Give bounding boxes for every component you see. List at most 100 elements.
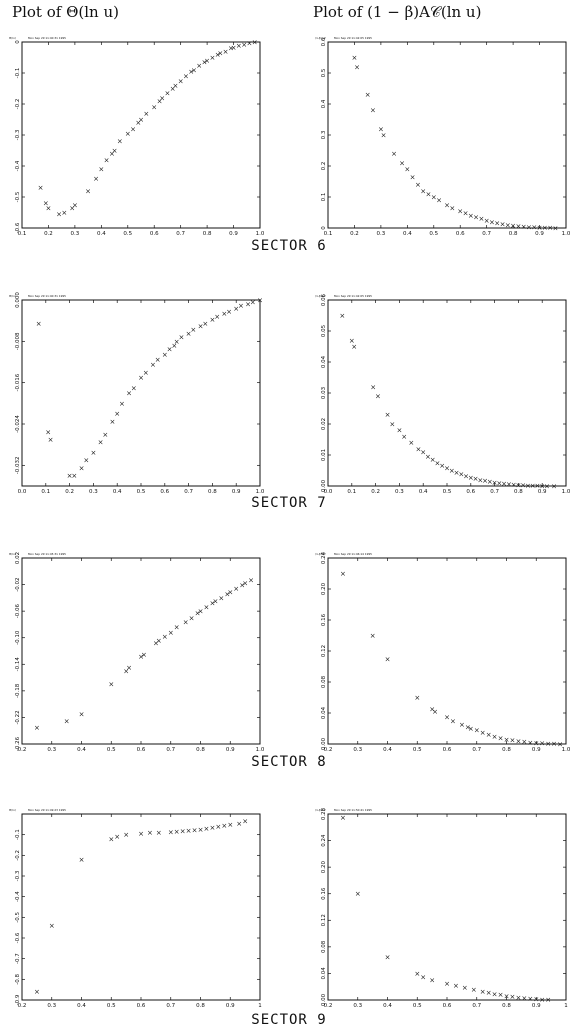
data-point: × [34, 724, 40, 732]
data-point: × [227, 821, 233, 829]
data-point: × [520, 482, 526, 490]
data-point: × [340, 814, 346, 822]
data-point: × [415, 181, 421, 189]
data-point: × [71, 472, 77, 480]
data-point: × [248, 576, 254, 584]
y-tick-label: -0.6 [15, 932, 21, 943]
y-tick-label: 0.00 [321, 993, 327, 1006]
data-point: × [233, 305, 239, 313]
y-tick-label: -0.024 [15, 415, 21, 433]
date-stamp: Mon Sep 29 11:45:31 1995 [28, 552, 66, 556]
plot-frame [21, 41, 261, 229]
data-point: × [214, 313, 220, 321]
data-point: × [459, 721, 465, 729]
data-point: × [217, 49, 223, 57]
data-point: × [110, 418, 116, 426]
data-point: × [414, 694, 420, 702]
x-tick-label: 0.3 [395, 489, 404, 495]
data-point: × [420, 973, 426, 981]
plot-frame [21, 813, 261, 1001]
data-point: × [239, 582, 245, 590]
data-point: × [504, 993, 510, 1001]
chart-panel-sector9-ac: Mon Sep 29 11:50:41 1995 (1-β)A𝒞 0.2 0.3 0.4… [314, 806, 574, 1012]
data-point: × [162, 633, 168, 641]
chart-svg: Mon Sep 29 11:49:23 1995 Θ(ln) 0.2 0.3 0.4 0.… [9, 808, 262, 1009]
x-tick-label: 0.2 [324, 747, 333, 753]
data-point: × [510, 222, 516, 230]
data-point: × [215, 51, 221, 59]
x-tick-label: 0.2 [350, 231, 359, 237]
data-point: × [147, 829, 153, 837]
x-tick-label: 0.5 [137, 489, 146, 495]
y-tick-label: -0.8 [15, 973, 21, 984]
corner-label: Θ(ln) [9, 294, 16, 298]
data-point: × [242, 580, 248, 588]
y-tick-label: 0.02 [15, 552, 21, 564]
x-tick-label: 0.2 [18, 747, 27, 753]
x-tick-label: 0.9 [532, 1003, 541, 1009]
data-point: × [242, 818, 248, 826]
data-point: × [204, 57, 210, 65]
x-tick-label: 0.6 [456, 231, 465, 237]
data-point: × [165, 90, 171, 98]
data-point: × [408, 439, 414, 447]
data-point: × [69, 204, 75, 212]
data-point: × [159, 94, 165, 102]
date-stamp: Mon Sep 29 11:49:23 1995 [28, 808, 66, 812]
chart-panel-sector9-theta: Mon Sep 29 11:49:23 1995 Θ(ln) 0.2 0.3 0.4 0.… [8, 806, 268, 1012]
y-tick-label: 0.16 [321, 613, 327, 626]
y-tick-label: 0.01 [321, 449, 327, 461]
data-point: × [458, 471, 464, 479]
x-tick-label: 0.5 [107, 747, 116, 753]
x-tick-label: 0.8 [502, 747, 511, 753]
sector-label-8: SECTOR 8 [251, 754, 327, 770]
data-point: × [352, 54, 358, 62]
data-point: × [67, 472, 73, 480]
data-point: × [492, 479, 498, 487]
data-point: × [545, 996, 551, 1004]
data-point: × [224, 590, 230, 598]
y-tick-label: 0.5 [321, 68, 327, 77]
data-point: × [125, 130, 131, 138]
date-stamp: Mon Sep 29 11:50:41 1995 [334, 808, 372, 812]
data-point: × [505, 221, 511, 229]
x-tick-label: 0.4 [419, 489, 428, 495]
y-tick-label: 0.06 [321, 293, 327, 306]
x-tick-label: 0.2 [18, 1003, 27, 1009]
data-point: × [439, 462, 445, 470]
data-point: × [202, 320, 208, 328]
x-tick-label: 0.2 [65, 489, 74, 495]
y-tick-label: 0.16 [321, 887, 327, 900]
data-point: × [104, 156, 110, 164]
x-tick-label: 1.0 [256, 489, 265, 495]
x-tick-label: 0.5 [123, 231, 132, 237]
data-point: × [167, 346, 173, 354]
data-point: × [449, 204, 455, 212]
data-point: × [515, 994, 521, 1002]
data-point: × [93, 175, 99, 183]
x-tick-label: 1.0 [562, 231, 571, 237]
data-point: × [191, 66, 197, 74]
data-point: × [157, 97, 163, 105]
left-column-title: Plot of Θ(ln u) [12, 3, 119, 21]
corner-label: (1-β)A𝒞 [315, 552, 327, 556]
plot-frame [327, 41, 567, 229]
y-tick-label: -0.22 [15, 710, 21, 724]
data-point: × [233, 585, 239, 593]
data-point: × [170, 85, 176, 93]
x-tick-label: 0.6 [137, 1003, 146, 1009]
data-point: × [385, 411, 391, 419]
data-point: × [126, 390, 132, 398]
date-stamp: Mon Sep 29 11:40:31 1995 [28, 36, 66, 40]
data-point: × [252, 39, 258, 47]
data-point: × [487, 478, 493, 486]
data-point: × [178, 77, 184, 85]
data-point: × [551, 740, 557, 748]
data-point: × [186, 827, 192, 835]
x-tick-label: 0.1 [41, 489, 50, 495]
data-point: × [531, 224, 537, 232]
data-point: × [174, 624, 180, 632]
corner-label: (1-β)A𝒞 [315, 36, 327, 40]
x-tick-label: 0.9 [232, 489, 241, 495]
y-tick-label: -0.5 [15, 911, 21, 922]
